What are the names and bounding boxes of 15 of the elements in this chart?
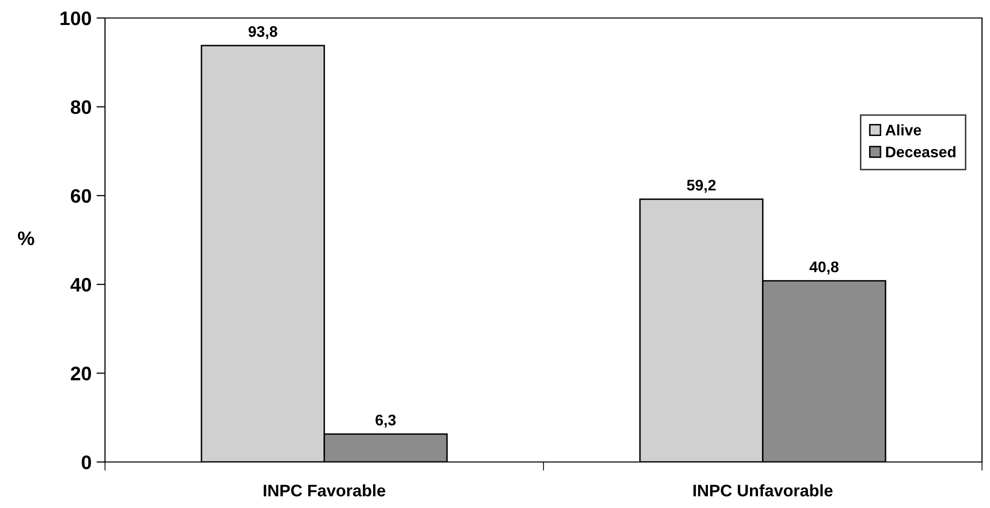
data-label: 6,3 [376,414,396,428]
y-tick-label: 60 [70,189,92,203]
data-label: 40,8 [810,261,839,274]
y-tick-label: 80 [70,100,92,114]
y-tick-label: 0 [82,455,92,470]
y-tick-label: 20 [70,366,92,380]
data-label: 59,2 [686,180,716,193]
data-label: 93,8 [248,26,278,40]
x-tick-label: INPC Unfavorable [693,484,833,496]
y-tick-label: 100 [60,11,92,26]
legend-label: Deceased [886,146,956,158]
x-tick-label: INPC Favorable [264,484,386,496]
y-tick-label: 40 [70,278,92,292]
legend-label: Alive [885,124,922,136]
y-axis-title: % [18,232,34,246]
